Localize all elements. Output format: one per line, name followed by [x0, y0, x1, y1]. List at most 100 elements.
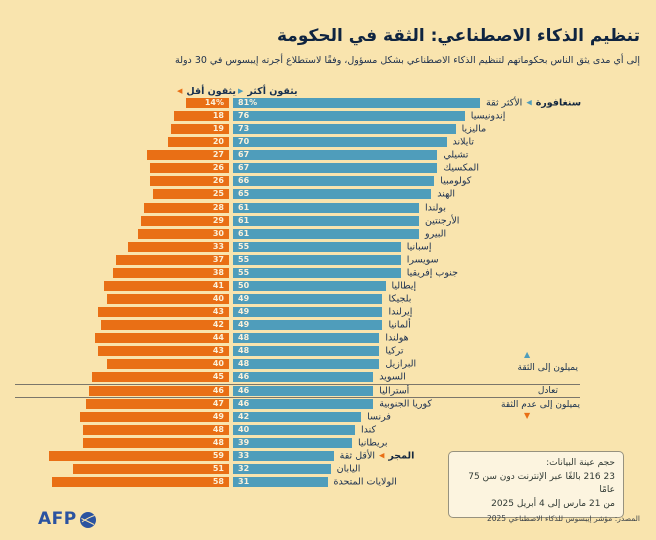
trust-less-bar: 20 [168, 137, 229, 148]
sample-size-line1: 23 216 بالغًا عبر الإنترنت دون سن 75 عام… [468, 471, 615, 496]
trust-less-value: 51 [212, 463, 224, 473]
trust-less-value: 41 [212, 280, 224, 290]
country-label-group: أستراليا [379, 386, 409, 396]
trust-more-bar: 49 [233, 307, 383, 318]
trust-less-bar: 30 [137, 228, 229, 239]
trust-more-bar: 81% [233, 98, 481, 108]
trust-less-value: 58 [212, 477, 224, 487]
country-name: ألمانيا [388, 319, 411, 331]
country-name: الولايات المتحدة [333, 476, 397, 488]
trust-less-bar: 28 [143, 202, 229, 213]
trust-less-bar: 48 [82, 424, 229, 435]
trust-less-value: 59 [212, 450, 224, 460]
legend-trust-more: ▶ يثقون أكثر [238, 86, 298, 97]
table-row: 29 61 الأرجنتين [0, 215, 656, 226]
trust-more-bar: 67 [233, 163, 438, 174]
country-label-group: بولندا [425, 203, 446, 213]
table-row: 40 48 البرازيل [0, 359, 656, 370]
country-name: إيطاليا [391, 280, 417, 292]
country-name: كوريا الجنوبية [379, 397, 432, 409]
country-label-group: ألمانيا [388, 320, 410, 330]
trust-more-value: 33 [238, 450, 250, 460]
trust-less-bar: 26 [149, 176, 229, 187]
trust-more-bar: 70 [233, 137, 447, 148]
trust-more-bar: 31 [233, 477, 328, 488]
trust-less-value: 26 [212, 176, 224, 186]
country-name: بريطانيا [357, 437, 388, 449]
trust-more-value: 70 [238, 137, 250, 147]
country-label-group: جنوب إفريقيا [407, 268, 458, 278]
trust-more-bar: 48 [233, 359, 380, 370]
sample-size-box: حجم عينة البيانات: 23 216 بالغًا عبر الإ… [448, 451, 624, 518]
trust-more-bar: 66 [233, 176, 435, 187]
trust-less-bar: 18 [174, 111, 229, 122]
page-subtitle: إلى أي مدى يثق الناس بحكوماتهم لتنظيم ال… [174, 55, 640, 66]
country-name: إيرلندا [388, 306, 413, 318]
country-label-group: البرازيل [385, 360, 416, 370]
trust-more-value: 42 [238, 411, 250, 421]
table-row: 45 46 السويد [0, 372, 656, 383]
country-name: جنوب إفريقيا [406, 267, 458, 279]
trust-less-bar: 40 [107, 294, 229, 305]
arrow-left-icon: ◀ [379, 451, 385, 460]
trust-less-value: 18 [212, 111, 224, 121]
trust-less-bar: 42 [100, 320, 229, 331]
arrow-right-icon: ▶ [238, 87, 244, 95]
table-row: 48 39 بريطانيا [0, 437, 656, 449]
table-row: 19 73 ماليزيا [0, 124, 656, 135]
table-row: 43 48 تركيا [0, 346, 656, 357]
trust-less-value: 40 [212, 294, 224, 304]
table-row: 40 49 بلجيكا [0, 294, 656, 305]
table-row: 58 31 الولايات المتحدة [0, 476, 656, 488]
country-name: ماليزيا [461, 123, 487, 135]
table-row: 49 42 فرنسا [0, 411, 656, 422]
trust-more-value: 46 [238, 372, 250, 382]
country-label-group: كندا [361, 425, 376, 435]
trust-less-bar: 29 [140, 215, 229, 226]
trust-less-value: 46 [212, 385, 224, 395]
legend-trust-less: ◀ يثقون أقل [177, 86, 236, 97]
country-label-group: المكسيك [443, 164, 479, 174]
trust-less-value: 30 [212, 228, 224, 238]
trust-more-bar: 50 [233, 280, 386, 291]
trust-less-bar: 43 [97, 346, 229, 357]
extreme-annotation-label: الأقل ثقة [339, 450, 375, 462]
trust-less-value: 20 [212, 137, 224, 147]
trust-more-value: 31 [238, 477, 250, 487]
country-name: إسبانيا [406, 241, 432, 253]
trust-less-bar: 27 [146, 150, 229, 161]
page-title: تنظيم الذكاء الاصطناعي: الثقة في الحكومة [276, 26, 640, 46]
trust-more-value: 81% [238, 98, 258, 107]
trust-more-value: 76 [238, 111, 250, 121]
trust-less-value: 48 [212, 424, 224, 434]
trust-less-bar: 58 [52, 477, 229, 488]
legend-trust-more-label: يثقون أكثر [247, 86, 298, 97]
trust-more-value: 49 [238, 307, 250, 317]
trust-less-bar: 45 [91, 372, 229, 383]
trust-more-value: 49 [238, 320, 250, 330]
country-name: هولندا [385, 332, 409, 344]
country-label-group: ماليزيا [462, 124, 487, 134]
trust-more-value: 55 [238, 267, 250, 277]
arrow-left-icon: ◀ [526, 98, 532, 107]
trust-more-bar: 73 [233, 124, 456, 135]
trust-more-bar: 42 [233, 411, 362, 422]
table-row: 14% 81% الأكثر ثقة ◀ سنغافورة [0, 98, 656, 108]
trust-less-bar: 41 [103, 280, 229, 291]
country-name: فرنسا [367, 410, 391, 422]
trust-less-bar: 37 [116, 254, 229, 265]
country-label-group: كولومبيا [440, 177, 471, 187]
trust-less-bar: 33 [128, 241, 229, 252]
table-row: 48 40 كندا [0, 424, 656, 435]
trust-more-value: 48 [238, 333, 250, 343]
country-label-group: فرنسا [367, 412, 391, 422]
table-row: 37 55 سويسرا [0, 254, 656, 265]
trust-less-bar: 49 [79, 411, 229, 422]
table-row: 41 50 إيطاليا [0, 280, 656, 292]
trust-less-value: 38 [212, 267, 224, 277]
trust-less-bar: 51 [73, 463, 229, 474]
trust-less-bar: 38 [113, 267, 229, 278]
lean-distrust-label: يميلون إلى عدم الثقة [501, 400, 580, 410]
trust-more-value: 67 [238, 163, 250, 173]
